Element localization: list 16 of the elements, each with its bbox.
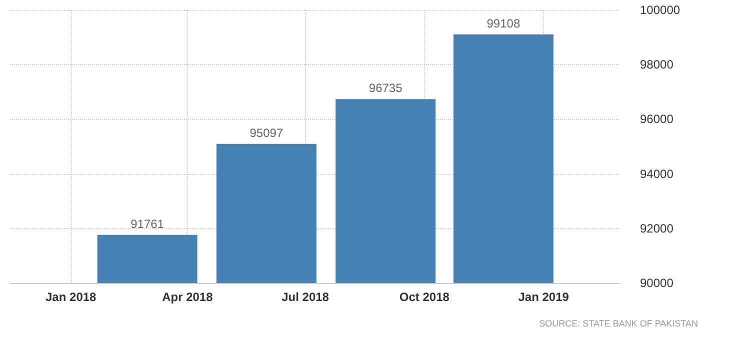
data-label: 95097	[250, 126, 284, 140]
y-tick-label: 92000	[640, 221, 674, 236]
x-tick-label: Jan 2018	[46, 290, 97, 304]
x-tick-label: Jan 2019	[518, 290, 570, 304]
y-tick-label: 96000	[640, 112, 674, 126]
x-tick-label: Jul 2018	[282, 290, 330, 304]
y-tick-label: 94000	[640, 166, 674, 181]
source-note: SOURCE: STATE BANK OF PAKISTAN	[539, 318, 698, 328]
y-tick-label: 100000	[640, 3, 680, 17]
y-tick-label: 98000	[640, 58, 674, 72]
x-tick-label: Apr 2018	[162, 290, 214, 304]
x-tick-label: Oct 2018	[399, 290, 450, 304]
data-label: 99108	[486, 16, 520, 30]
y-tick-label: 90000	[640, 276, 674, 290]
data-label: 96735	[368, 81, 403, 96]
data-label: 91761	[130, 216, 164, 231]
